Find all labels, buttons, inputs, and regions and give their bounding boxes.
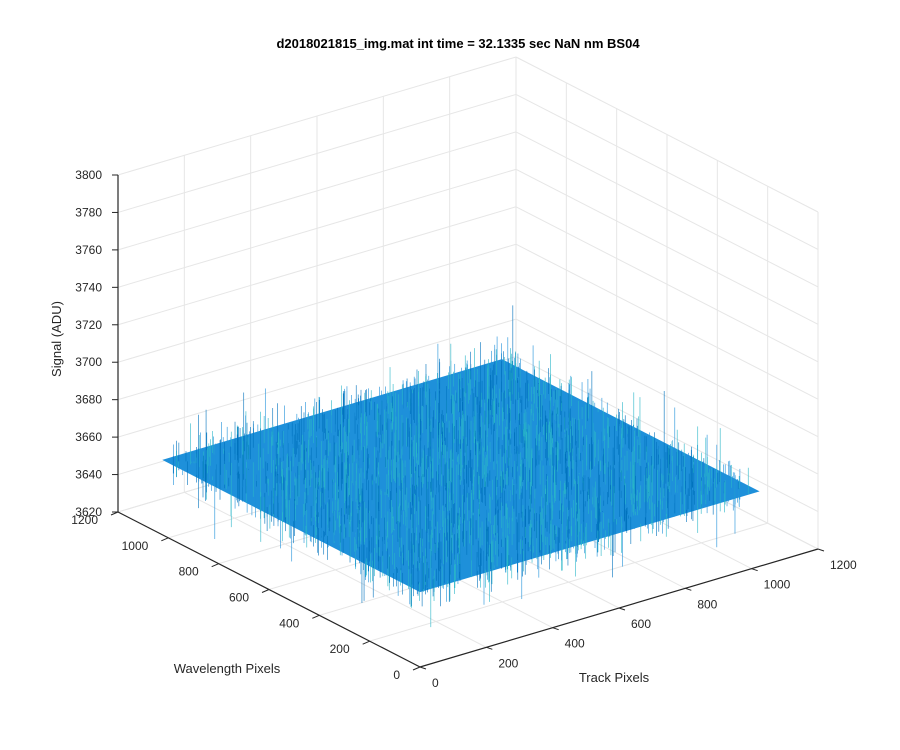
tick-labels: 3620 3640 3660 3680 3700 3720 3740 3760 3780 3800… [71, 168, 857, 690]
z-tick-label: 3700 [75, 355, 102, 369]
x-tick-label: 800 [697, 597, 717, 611]
y-tick [261, 589, 270, 593]
x-tick [419, 666, 427, 670]
x-tick-label: 1000 [764, 578, 791, 592]
x-tick [486, 646, 493, 650]
z-tick-label: 3800 [75, 168, 102, 182]
y-tick [161, 537, 169, 542]
x-tick-label: 600 [631, 617, 651, 631]
x-tick-label: 200 [498, 656, 518, 670]
x-tick-label: 1200 [830, 558, 857, 572]
z-tick-label: 3720 [75, 318, 102, 332]
x-tick [552, 627, 559, 631]
y-tick [110, 511, 119, 516]
y-axis-label: Wavelength Pixels [174, 661, 281, 676]
x-tick-label: 0 [432, 676, 439, 690]
x-tick [685, 587, 692, 591]
z-tick-label: 3640 [75, 468, 102, 482]
x-tick [817, 548, 825, 552]
x-axis-label: Track Pixels [579, 670, 650, 685]
back-grid [117, 56, 819, 668]
z-tick-label: 3620 [75, 505, 102, 519]
noise-surface [162, 305, 760, 628]
z-tick-label: 3660 [75, 430, 102, 444]
z-axis-label: Signal (ADU) [49, 301, 64, 377]
grid-line [369, 522, 768, 642]
y-tick [211, 563, 219, 568]
z-tick-label: 3740 [75, 280, 102, 294]
y-tick-label: 800 [179, 565, 199, 579]
y-tick-label: 0 [393, 668, 400, 682]
y-tick [412, 666, 421, 671]
z-tick-label: 3780 [75, 205, 102, 219]
axes [110, 174, 825, 671]
x-tick [618, 607, 626, 611]
y-tick [312, 614, 320, 619]
y-tick [362, 640, 370, 645]
surface-body [162, 359, 760, 593]
y-tick-label: 200 [330, 642, 350, 656]
x-tick-label: 400 [565, 637, 585, 651]
y-tick-label: 1000 [122, 539, 149, 553]
z-tick-label: 3760 [75, 243, 102, 257]
z-tick-label: 3680 [75, 393, 102, 407]
x-tick [751, 568, 758, 572]
y-tick-label: 1200 [71, 513, 98, 527]
y-tick-label: 400 [279, 616, 299, 630]
chart-title: d2018021815_img.mat int time = 32.1335 s… [276, 36, 640, 51]
y-tick-label: 600 [229, 591, 249, 605]
